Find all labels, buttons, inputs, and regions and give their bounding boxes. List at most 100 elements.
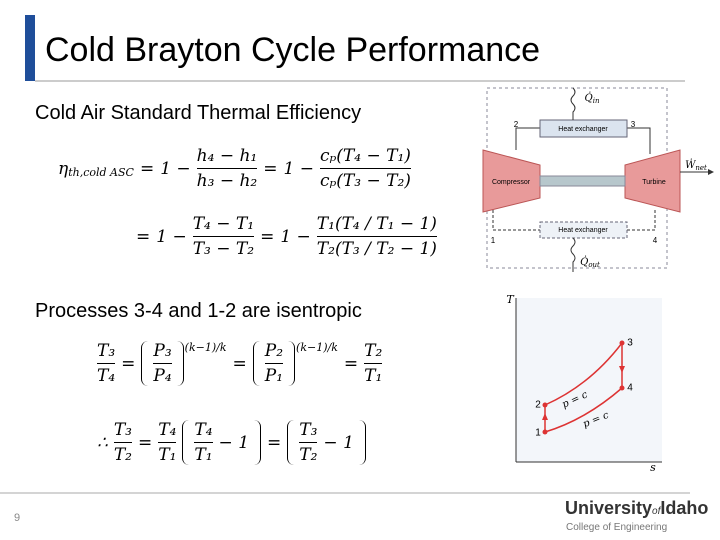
fraction: T₃ T₂	[113, 420, 132, 465]
fraction-bar	[194, 442, 213, 443]
paren	[252, 341, 260, 386]
fraction: P₃ P₄	[153, 341, 172, 386]
fraction-bar	[196, 168, 258, 169]
math-text: =	[232, 353, 247, 374]
diagram-label: 2	[514, 120, 519, 129]
denominator: T₁	[364, 366, 383, 386]
page-number: 9	[14, 512, 20, 524]
math-text: 1 −	[156, 226, 187, 247]
pipe	[515, 127, 540, 150]
fraction: P₂ P₁	[264, 341, 284, 386]
fraction: cₚ(T₄ − T₁) cₚ(T₃ − T₂)	[319, 146, 411, 191]
state-point	[542, 402, 548, 408]
pipe	[492, 210, 540, 231]
diagram-label: T	[506, 293, 515, 306]
denominator: T₃ − T₂	[192, 239, 255, 259]
heat-out-arrow	[570, 237, 576, 272]
state-point	[619, 340, 625, 346]
math-text: 1 −	[280, 226, 311, 247]
math-text: =	[343, 353, 359, 374]
diagram-label: Compressor	[492, 179, 531, 186]
turbine	[624, 149, 681, 213]
symbol: η	[58, 158, 69, 179]
denominator: T₁	[158, 445, 177, 465]
cycle-diagram	[482, 87, 714, 272]
math-text: − 1	[218, 432, 250, 453]
math-text: 1 −	[160, 158, 191, 179]
logo-part: of	[652, 506, 662, 517]
logo-part: University	[565, 498, 652, 518]
symbol: Q̇	[585, 92, 593, 104]
denominator: T₂(T₃ / T₂ − 1)	[316, 239, 437, 259]
denominator: P₄	[153, 366, 172, 386]
numerator: T₄	[194, 420, 213, 440]
fraction-bar	[264, 363, 284, 364]
numerator: T₄	[158, 420, 177, 440]
paren	[141, 341, 148, 386]
parenthesized: P₂ P₁ (k−1)/k	[252, 341, 338, 386]
paren	[177, 341, 184, 386]
fraction-bar	[319, 168, 411, 169]
symbol: Q̇	[580, 256, 588, 268]
diagram-label: s	[650, 461, 656, 474]
parenthesized: T₃ T₂ − 1	[287, 420, 366, 465]
math-text: =	[121, 353, 136, 374]
equation: η th,cold ASC = 1 − h₄ − h₁ h₃ − h₂ = 1 − cₚ(T₄ …	[58, 146, 411, 191]
logo-name: UniversityofIdaho	[565, 498, 708, 518]
numerator: cₚ(T₄ − T₁)	[319, 146, 411, 166]
fraction: T₃ T₂	[299, 420, 318, 465]
numerator: h₄ − h₁	[196, 146, 258, 166]
denominator: P₁	[264, 366, 284, 386]
fraction: T₄ − T₁ T₃ − T₂	[192, 214, 255, 259]
exponent: (k−1)/k	[184, 341, 227, 354]
heat-exchanger	[539, 221, 628, 239]
math-text: =	[139, 158, 155, 179]
ts-diagram	[515, 298, 662, 463]
heat-in-arrow	[570, 87, 576, 120]
compressor	[482, 149, 541, 213]
diagram-label: 4	[653, 236, 658, 245]
subscript: th,cold ASC	[68, 165, 134, 179]
numerator: T₃	[299, 420, 318, 440]
title-bar	[25, 15, 35, 81]
diagram-label: Q̇out	[580, 256, 600, 269]
numerator: T₃	[113, 420, 132, 440]
denominator: T₁	[194, 445, 213, 465]
paren	[182, 420, 189, 465]
equation: = 1 − T₄ − T₁ T₃ − T₂ = 1 − T₁(T₄ / T₁ − 1) T₂(…	[136, 214, 437, 259]
denominator: T₂	[113, 445, 132, 465]
pipe	[627, 127, 651, 154]
denominator: cₚ(T₃ − T₂)	[319, 171, 411, 191]
isobar	[544, 342, 623, 406]
denominator: T₂	[299, 445, 318, 465]
numerator: P₂	[264, 341, 284, 361]
section-heading: Processes 3-4 and 1-2 are isentropic	[35, 300, 362, 322]
heat-exchanger	[539, 119, 628, 138]
fraction-bar	[153, 363, 172, 364]
math-text: =	[137, 432, 153, 453]
fraction-bar	[158, 442, 177, 443]
fraction: h₄ − h₁ h₃ − h₂	[196, 146, 258, 191]
denominator: T₄	[97, 366, 116, 386]
shaft	[539, 175, 626, 187]
logo-subtitle: College of Engineering	[566, 522, 667, 533]
math-text: ∴	[97, 432, 108, 453]
fraction: T₄ T₁	[194, 420, 213, 465]
diagram-label: Q̇in	[585, 92, 600, 105]
isobar	[544, 387, 623, 433]
fraction: T₁(T₄ / T₁ − 1) T₂(T₃ / T₂ − 1)	[316, 214, 437, 259]
plot-area	[516, 298, 662, 462]
diagram-label: Ẇnet	[685, 159, 707, 173]
numerator: T₁(T₄ / T₁ − 1)	[316, 214, 437, 234]
math-text: =	[263, 158, 278, 179]
math-text: 1 −	[283, 158, 314, 179]
diagram-label: Heat exchanger	[558, 126, 608, 133]
equation: T₃ T₄ = P₃ P₄ (k−1)/k = P₂ P₁ (k−1)/k = T₂ T₁	[97, 341, 383, 386]
math-text: =	[260, 226, 275, 247]
math-text: =	[267, 432, 282, 453]
fraction-bar	[192, 236, 255, 237]
arrowhead	[542, 413, 548, 420]
fraction-bar	[113, 442, 132, 443]
arrowhead	[619, 366, 625, 373]
fraction-bar	[316, 236, 437, 237]
